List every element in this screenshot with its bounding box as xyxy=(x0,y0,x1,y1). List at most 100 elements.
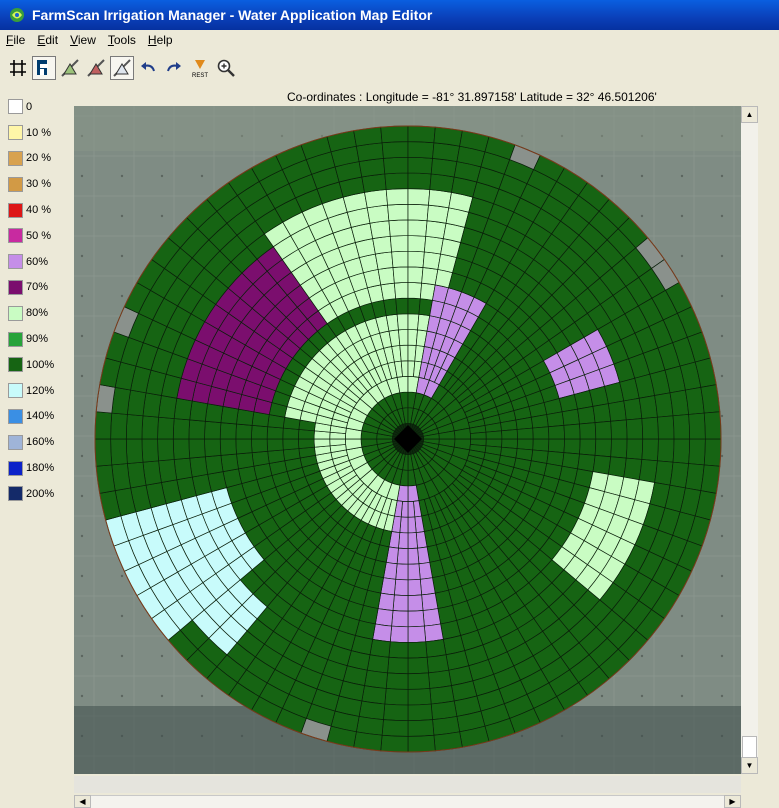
pivot-cell[interactable] xyxy=(219,422,237,440)
pivot-cell[interactable] xyxy=(157,438,175,462)
draw-zone-button[interactable] xyxy=(58,56,82,80)
legend-item[interactable]: 10 % xyxy=(8,120,72,146)
pivot-cell[interactable] xyxy=(561,408,580,426)
pivot-cell[interactable] xyxy=(657,438,675,463)
pivot-cell[interactable] xyxy=(419,577,436,596)
pivot-cell[interactable] xyxy=(372,623,393,643)
menu-file[interactable]: File xyxy=(6,33,26,47)
pivot-cell[interactable] xyxy=(172,438,191,460)
pivot-cell[interactable] xyxy=(361,685,387,705)
pivot-cell[interactable] xyxy=(625,438,644,460)
scroll-left-arrow[interactable]: ◀ xyxy=(74,795,91,808)
legend-item[interactable]: 200% xyxy=(8,481,72,507)
pivot-cell[interactable] xyxy=(383,156,409,175)
pivot-cell[interactable] xyxy=(407,188,431,206)
pivot-cell[interactable] xyxy=(425,638,447,658)
pivot-cell[interactable] xyxy=(189,456,209,478)
pivot-cell[interactable] xyxy=(546,411,565,428)
pivot-cell[interactable] xyxy=(125,438,144,464)
pivot-cell[interactable] xyxy=(364,669,388,689)
scroll-right-arrow[interactable]: ▶ xyxy=(724,795,741,808)
pivot-cell[interactable] xyxy=(688,412,706,440)
pivot-cell[interactable] xyxy=(516,427,534,440)
pivot-cell[interactable] xyxy=(607,400,627,422)
pivot-cell[interactable] xyxy=(426,654,450,674)
pivot-cell[interactable] xyxy=(173,457,193,481)
pivot-map[interactable] xyxy=(74,106,741,774)
pivot-cell[interactable] xyxy=(329,438,347,447)
pivot-cell[interactable] xyxy=(407,703,433,722)
pivot-cell[interactable] xyxy=(422,251,442,270)
pivot-cell[interactable] xyxy=(313,438,331,448)
pivot-cell[interactable] xyxy=(389,235,409,253)
pivot-cell[interactable] xyxy=(172,418,191,440)
pivot-cell[interactable] xyxy=(579,422,597,440)
pivot-cell[interactable] xyxy=(369,638,391,658)
pivot-cell[interactable] xyxy=(395,563,409,581)
pivot-cell[interactable] xyxy=(485,430,503,440)
menu-view[interactable]: View xyxy=(70,33,96,47)
pivot-cell[interactable] xyxy=(387,203,409,222)
pivot-cell[interactable] xyxy=(407,672,431,690)
menu-tools[interactable]: Tools xyxy=(107,33,136,47)
pivot-cell[interactable] xyxy=(426,204,450,224)
pivot-cell[interactable] xyxy=(407,625,427,643)
pivot-cell[interactable] xyxy=(592,403,612,424)
pivot-cell[interactable] xyxy=(377,267,395,286)
pivot-cell[interactable] xyxy=(251,438,269,454)
pivot-cell[interactable] xyxy=(380,125,409,144)
pivot-cell[interactable] xyxy=(407,594,424,612)
pivot-cell[interactable] xyxy=(407,656,429,675)
menu-help[interactable]: Help xyxy=(147,33,173,47)
pivot-cell[interactable] xyxy=(388,219,409,237)
legend-item[interactable]: 180% xyxy=(8,455,72,481)
pivot-cell[interactable] xyxy=(398,329,409,346)
pivot-cell[interactable] xyxy=(141,415,159,440)
pivot-cell[interactable] xyxy=(251,450,270,467)
legend-item[interactable]: 80% xyxy=(8,300,72,326)
pivot-cell[interactable] xyxy=(282,427,300,440)
scroll-down-arrow[interactable]: ▼ xyxy=(741,757,758,774)
pivot-cell[interactable] xyxy=(381,719,409,737)
pivot-cell[interactable] xyxy=(219,438,237,456)
pivot-cell[interactable] xyxy=(393,282,409,300)
pivot-cell[interactable] xyxy=(266,438,284,452)
pivot-cell[interactable] xyxy=(384,172,409,190)
pivot-cell[interactable] xyxy=(266,426,284,440)
pivot-cell[interactable] xyxy=(235,438,253,455)
pivot-cell[interactable] xyxy=(657,415,675,440)
pivot-cell[interactable] xyxy=(396,547,409,565)
pivot-cell[interactable] xyxy=(383,703,409,722)
pivot-cell[interactable] xyxy=(407,203,429,222)
pivot-cell[interactable] xyxy=(407,313,420,331)
pivot-cell[interactable] xyxy=(204,454,224,475)
pivot-cell[interactable] xyxy=(391,250,409,268)
menu-edit[interactable]: Edit xyxy=(37,33,59,47)
pivot-cell[interactable] xyxy=(407,578,423,596)
legend-item[interactable]: 20 % xyxy=(8,146,72,172)
pivot-cell[interactable] xyxy=(407,219,428,237)
pivot-cell[interactable] xyxy=(407,297,421,315)
pivot-cell[interactable] xyxy=(372,235,393,255)
pivot-cell[interactable] xyxy=(654,460,674,486)
pivot-circle[interactable] xyxy=(94,125,722,753)
pivot-cell[interactable] xyxy=(388,641,409,659)
pivot-cell[interactable] xyxy=(516,438,534,451)
legend-item[interactable]: 120% xyxy=(8,378,72,404)
pivot-cell[interactable] xyxy=(282,438,300,451)
undo-button[interactable] xyxy=(136,56,160,80)
pivot-cell[interactable] xyxy=(594,420,612,440)
pivot-cell[interactable] xyxy=(251,424,269,440)
pivot-cell[interactable] xyxy=(110,438,128,466)
pivot-cell[interactable] xyxy=(407,156,433,175)
pivot-cell[interactable] xyxy=(381,141,409,159)
pivot-cell[interactable] xyxy=(672,414,691,440)
pivot-cell[interactable] xyxy=(563,423,581,440)
erase-zone-button[interactable] xyxy=(110,56,134,80)
pivot-cell[interactable] xyxy=(407,688,432,706)
pivot-cell[interactable] xyxy=(501,429,518,440)
pivot-cell[interactable] xyxy=(189,400,209,422)
pivot-cell[interactable] xyxy=(688,438,706,466)
pivot-cell[interactable] xyxy=(407,141,435,159)
pivot-cell[interactable] xyxy=(610,419,628,440)
